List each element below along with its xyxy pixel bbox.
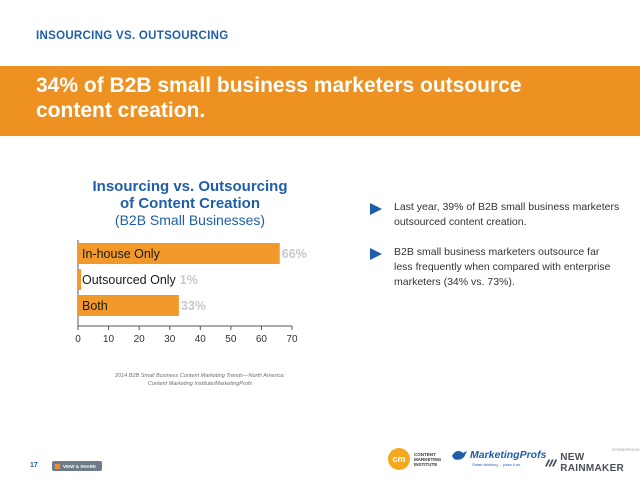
chart-source-line1: 2014 B2B Small Business Content Marketin… [115,373,285,379]
x-tick-label: 60 [256,334,268,345]
chart-title: Insourcing vs. Outsourcing of Content Cr… [70,178,310,229]
bar [78,269,82,290]
chart-title-line1: Insourcing vs. Outsourcing [92,178,288,195]
bar [78,295,179,316]
bullet-item: Last year, 39% of B2B small business mar… [370,200,620,230]
x-tick-label: 0 [75,334,81,345]
x-tick-label: 20 [134,334,146,345]
marketingprofs-name: MarketingProfs [470,449,547,461]
category-label: Outsourced Only [82,273,177,287]
x-tick-label: 30 [164,334,176,345]
bird-icon [452,451,467,460]
new-rainmaker-wordmark: NEW RAINMAKER [545,452,640,474]
cmi-mark: cm [388,448,410,470]
new-rainmaker-name: NEW RAINMAKER [560,452,625,474]
x-tick-label: 10 [103,334,115,345]
x-tick-label: 70 [286,334,298,345]
marketingprofs-tagline: Smart thinking ... pass it on. [472,462,522,467]
data-label: 1% [180,273,198,287]
chevrons-icon [545,459,558,467]
view-share-label: VIEW & SHARE [63,463,97,469]
bullet-list: Last year, 39% of B2B small business mar… [370,200,620,305]
bar [78,243,280,264]
sponsored-by-label: SPONSORED BY [611,448,640,452]
chart-source-line2: Content Marketing Institute/MarketingPro… [147,381,253,387]
bullet-text: B2B small business marketers outsource f… [394,246,611,288]
data-label: 66% [282,247,307,261]
headline-banner: 34% of B2B small business marketers outs… [0,66,640,136]
chart-title-line2: of Content Creation [120,195,260,212]
section-label: INSOURCING VS. OUTSOURCING [36,30,229,42]
chart-subtitle: (B2B Small Businesses) [114,212,266,228]
chart-source: 2014 B2B Small Business Content Marketin… [100,372,300,388]
cmi-text: CONTENT MARKETING INSTITUTE [414,451,442,467]
bullet-text: Last year, 39% of B2B small business mar… [394,201,620,228]
page-number: 17 [30,462,38,469]
data-label: 33% [181,299,206,313]
x-tick-label: 50 [225,334,237,345]
cmi-logo: cm CONTENT MARKETING INSTITUTE [388,448,454,470]
play-triangle-icon [370,203,382,215]
marketingprofs-wordmark: MarketingProfs [450,448,546,462]
bullet-item: B2B small business marketers outsource f… [370,245,620,290]
new-rainmaker-logo: SPONSORED BY NEW RAINMAKER [545,448,640,474]
headline: 34% of B2B small business marketers outs… [36,74,522,122]
category-label: In-house Only [82,247,161,261]
play-triangle-icon [370,248,382,260]
x-tick-label: 40 [195,334,207,345]
marketingprofs-logo: MarketingProfs Smart thinking ... pass i… [450,448,546,467]
category-label: Both [82,299,108,313]
share-icon [55,463,60,469]
view-share-button[interactable]: VIEW & SHARE [52,461,102,471]
